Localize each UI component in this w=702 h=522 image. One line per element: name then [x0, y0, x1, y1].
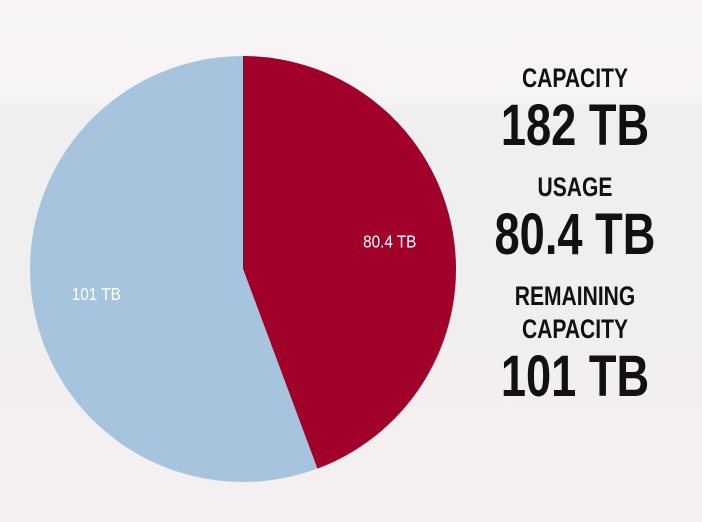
- stat-value: 80.4 TB: [494, 202, 656, 267]
- slice-label: 101 TB: [72, 284, 121, 304]
- stat-value: 101 TB: [500, 344, 650, 409]
- pie-slice: [30, 56, 318, 482]
- stat-label: USAGE: [537, 172, 613, 202]
- pie-chart: 80.4 TB 101 TB: [30, 56, 457, 482]
- stat: REMAINING CAPACITY 101 TB: [481, 280, 668, 408]
- stat-label: CAPACITY: [521, 63, 629, 93]
- stat-label: REMAINING CAPACITY: [514, 281, 636, 344]
- stat: CAPACITY 182 TB: [481, 62, 668, 157]
- pie-slice: [243, 56, 457, 469]
- stat-value: 182 TB: [500, 93, 650, 158]
- stats-panel: CAPACITY 182 TB USAGE 80.4 TB REMAINING CAPA…: [455, 62, 695, 422]
- slice-label: 80.4 TB: [363, 231, 416, 251]
- stat: USAGE 80.4 TB: [481, 171, 668, 266]
